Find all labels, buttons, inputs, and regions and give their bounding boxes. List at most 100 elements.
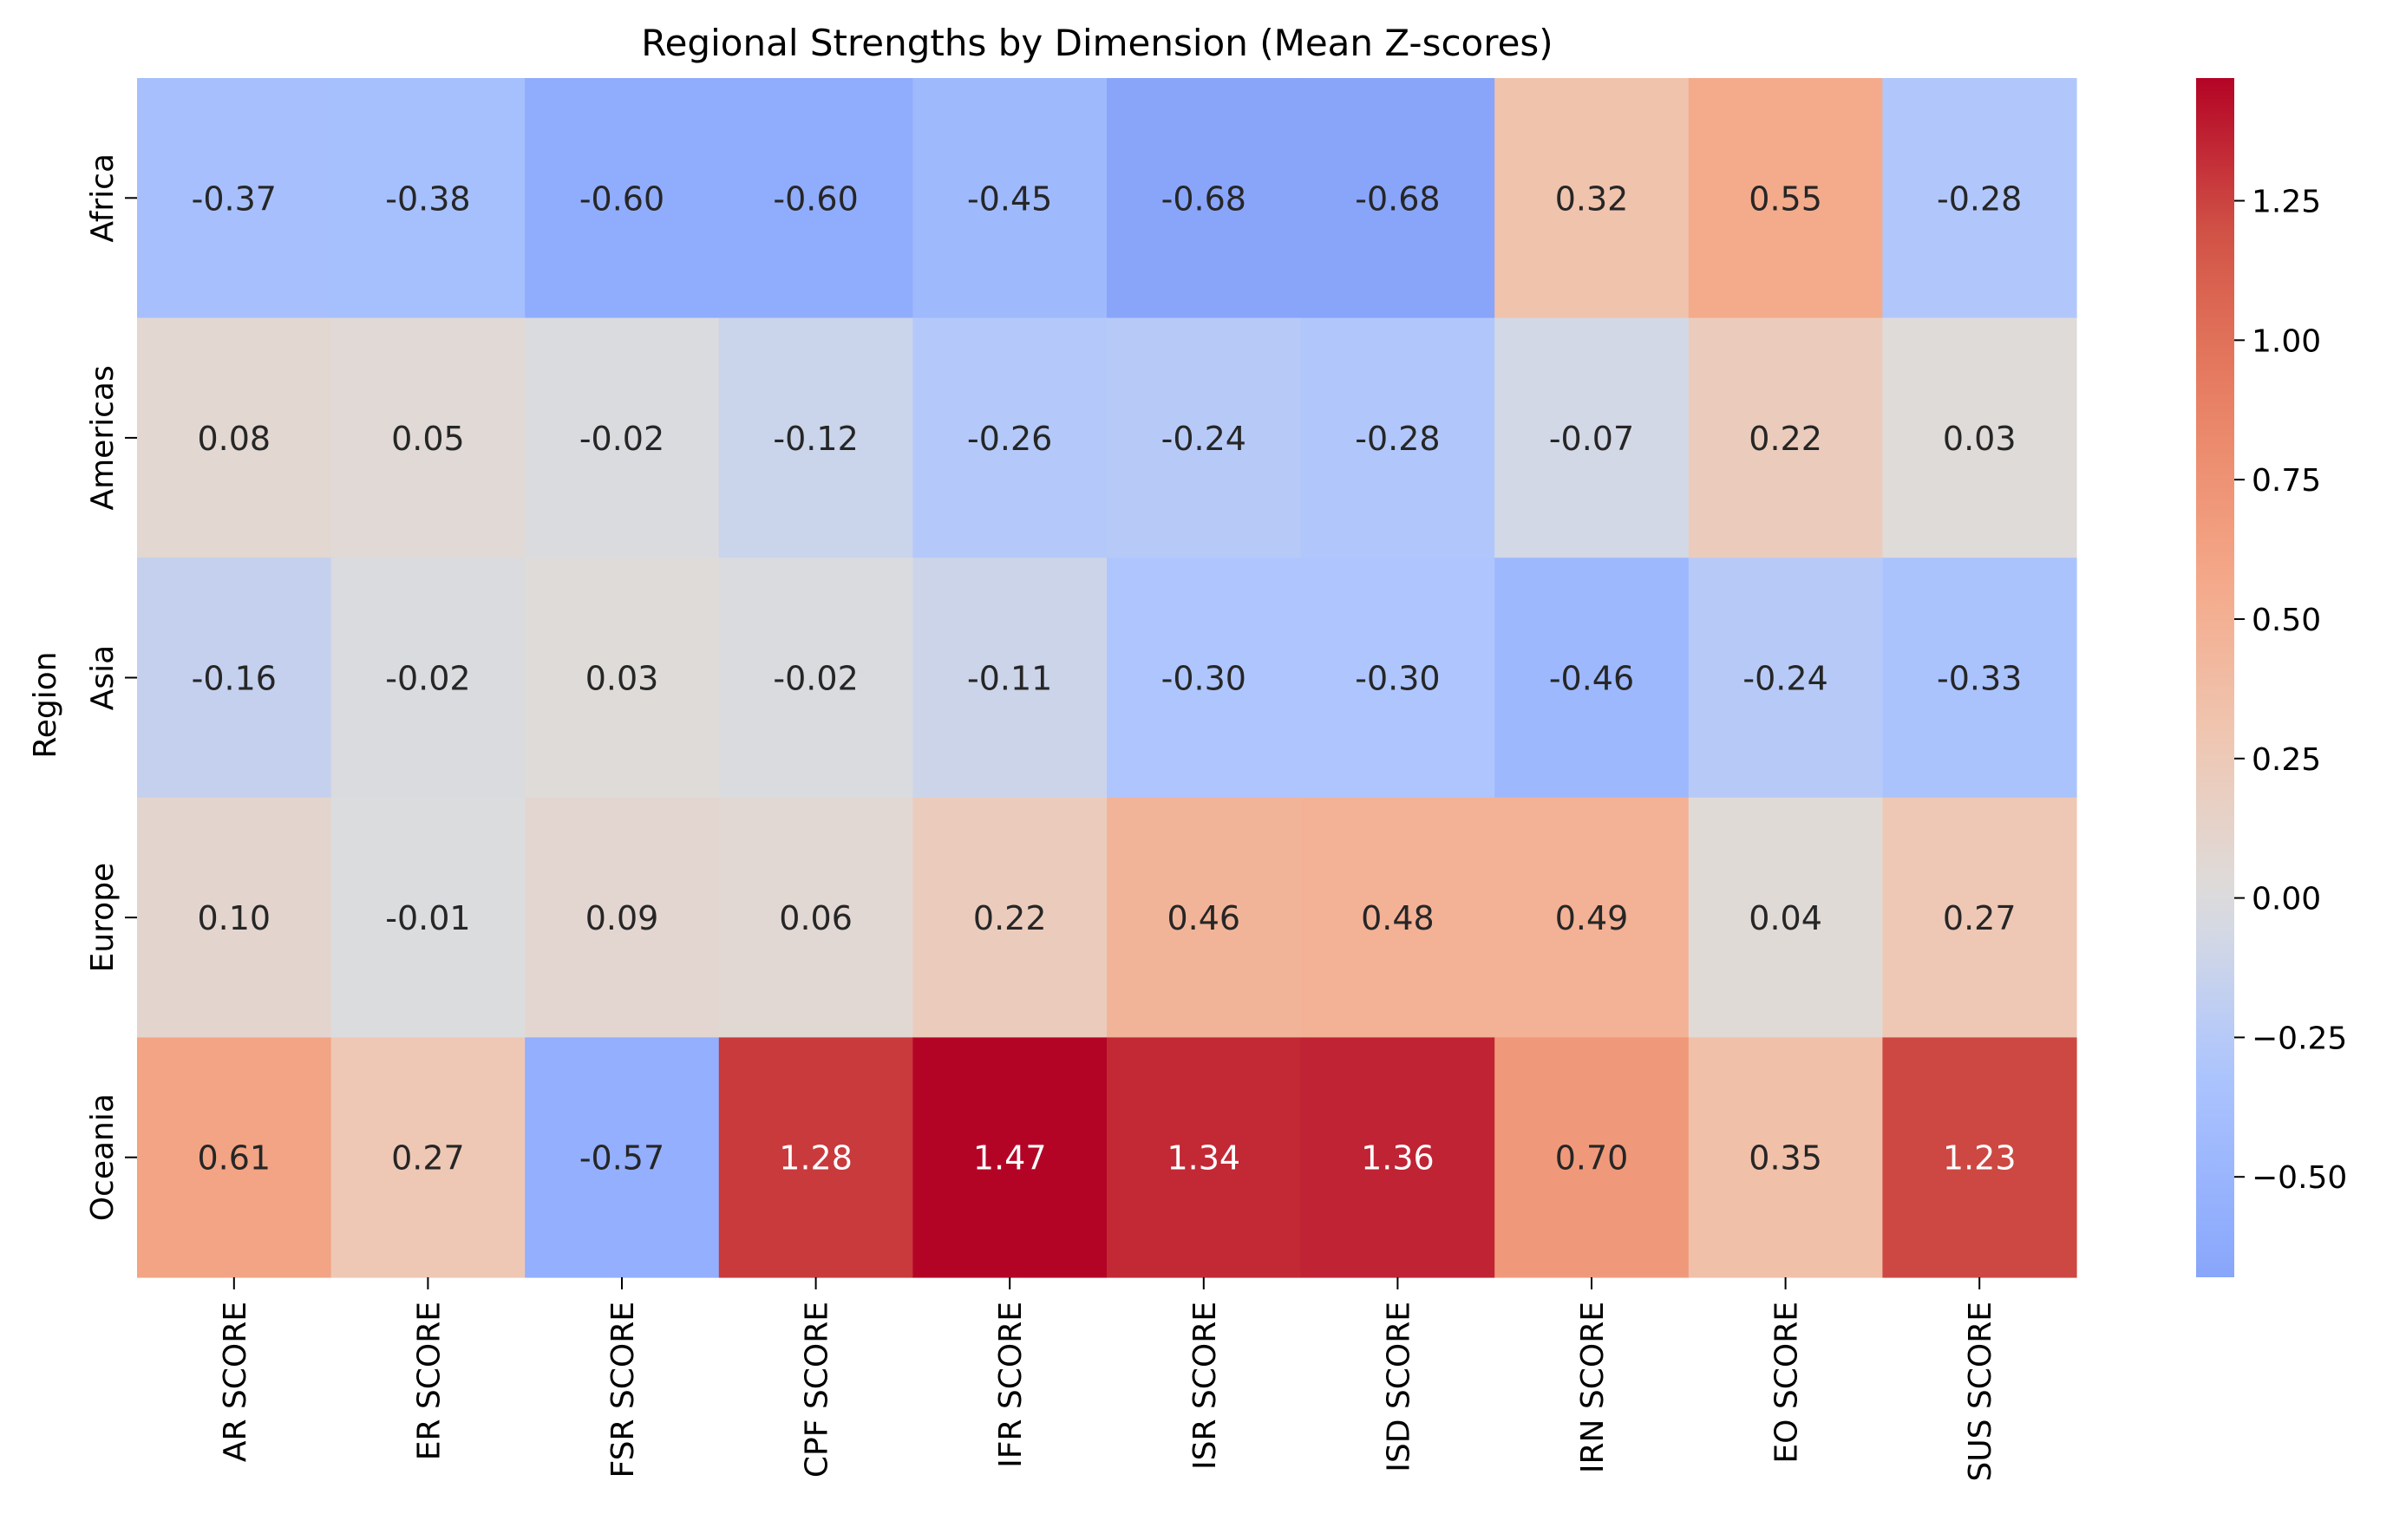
heatmap-cell-label: 0.05 xyxy=(391,420,465,458)
heatmap-cell-label: 0.22 xyxy=(1749,420,1822,458)
heatmap-cell xyxy=(1882,78,2077,319)
heatmap-cell xyxy=(1494,317,1690,558)
x-axis: AR SCORE ER SCORE FSR SCORE CPF SCORE IFR SC… xyxy=(218,1277,1998,1482)
heatmap-cell xyxy=(330,78,526,319)
heatmap-cell-label: 0.03 xyxy=(585,660,659,698)
heatmap-cell xyxy=(330,317,526,558)
heatmap-cell-label: 0.48 xyxy=(1361,899,1435,937)
heatmap-cell-label: 0.27 xyxy=(391,1139,465,1178)
heatmap-cell-label: -0.07 xyxy=(1549,420,1634,458)
heatmap-cell xyxy=(137,317,332,558)
heatmap-cell-label: 1.34 xyxy=(1167,1139,1240,1178)
colorbar: −0.50 −0.25 0.00 0.25 0.50 0.75 1.00 1.25 xyxy=(2196,78,2347,1277)
heatmap-cell-label: -0.24 xyxy=(1742,660,1827,698)
colorbar-tick-label: 0.25 xyxy=(2252,742,2321,778)
heatmap-cell-label: -0.28 xyxy=(1355,420,1440,458)
heatmap-cell-label: -0.68 xyxy=(1161,179,1246,218)
heatmap-cell-label: -0.30 xyxy=(1161,660,1246,698)
heatmap-cell xyxy=(912,317,1108,558)
heatmap-cell-label: -0.28 xyxy=(1937,179,2022,218)
heatmap-cell xyxy=(1688,78,1883,319)
heatmap-cell-label: 0.35 xyxy=(1749,1139,1822,1178)
colorbar-tick-label: 0.50 xyxy=(2252,603,2321,638)
chart-title: Regional Strengths by Dimension (Mean Z-… xyxy=(641,22,1553,64)
x-tick-label: IRN SCORE xyxy=(1575,1302,1611,1473)
heatmap-cell xyxy=(330,1037,526,1278)
heatmap-cell-label: 0.46 xyxy=(1167,899,1240,937)
x-tick-label: ISR SCORE xyxy=(1187,1302,1223,1470)
heatmap-cell xyxy=(1107,317,1302,558)
heatmap-cell-label: -0.45 xyxy=(967,179,1052,218)
heatmap-cell-label: 0.70 xyxy=(1555,1139,1629,1178)
heatmap-cell-label: -0.68 xyxy=(1355,179,1440,218)
y-tick-label: Oceania xyxy=(85,1093,121,1221)
heatmap-cell-label: 1.47 xyxy=(973,1139,1047,1178)
heatmap-cell xyxy=(525,797,720,1038)
heatmap-cell xyxy=(137,78,332,319)
heatmap-cell xyxy=(525,78,720,319)
heatmap-cell-label: 1.36 xyxy=(1361,1139,1435,1178)
x-tick-label: ER SCORE xyxy=(411,1302,447,1460)
colorbar-gradient xyxy=(2196,78,2234,1277)
colorbar-tick-label: −0.25 xyxy=(2252,1021,2347,1056)
colorbar-tick-label: 0.00 xyxy=(2252,882,2321,917)
heatmap-cell-label: 1.23 xyxy=(1943,1139,2017,1178)
heatmap-cell-label: -0.01 xyxy=(385,899,470,937)
heatmap-cell-label: -0.02 xyxy=(385,660,470,698)
heatmap-cell xyxy=(137,797,332,1038)
heatmap-cell xyxy=(1688,797,1883,1038)
heatmap-cell xyxy=(1882,797,2077,1038)
heatmap-cell xyxy=(1688,1037,1883,1278)
x-tick-label: SUS SCORE xyxy=(1963,1302,1998,1482)
y-tick-label: Americas xyxy=(85,365,121,510)
heatmap-cell-label: 0.06 xyxy=(779,899,853,937)
heatmap-cell xyxy=(1107,78,1302,319)
heatmap-cell xyxy=(1494,78,1690,319)
heatmap-cell-label: -0.26 xyxy=(967,420,1052,458)
heatmap-cell xyxy=(718,558,913,799)
heatmap-cell xyxy=(1882,558,2077,799)
y-tick-label: Europe xyxy=(85,863,121,973)
heatmap-cell xyxy=(718,1037,913,1278)
heatmap-cell xyxy=(1300,1037,1495,1278)
heatmap-cell xyxy=(1300,797,1495,1038)
heatmap-cell-label: -0.33 xyxy=(1937,660,2022,698)
heatmap-cell-label: -0.60 xyxy=(579,179,664,218)
heatmap-cell-label: 0.49 xyxy=(1555,899,1629,937)
colorbar-tick-label: 1.00 xyxy=(2252,323,2321,359)
colorbar-tick-label: −0.50 xyxy=(2252,1160,2347,1196)
heatmap-cell xyxy=(137,1037,332,1278)
heatmap-cell-label: 0.22 xyxy=(973,899,1047,937)
heatmap-cell-label: -0.02 xyxy=(773,660,858,698)
heatmap-cell xyxy=(1300,558,1495,799)
heatmap-cell-label: 1.28 xyxy=(779,1139,853,1178)
colorbar-tick-label: 0.75 xyxy=(2252,463,2321,499)
heatmap-cell xyxy=(912,558,1108,799)
heatmap-cell-label: 0.08 xyxy=(197,420,271,458)
heatmap-cell xyxy=(912,1037,1108,1278)
heatmap-cell-label: -0.60 xyxy=(773,179,858,218)
heatmap-cell xyxy=(1688,558,1883,799)
x-tick-label: ISD SCORE xyxy=(1381,1302,1416,1472)
heatmap-cell-label: 0.61 xyxy=(197,1139,271,1178)
x-tick-label: CPF SCORE xyxy=(800,1302,835,1478)
heatmap-cell-labels: -0.37 -0.38 -0.60 -0.60 -0.45 -0.68 -0.68 0.32 0… xyxy=(192,179,2023,1177)
heatmap-cell xyxy=(718,797,913,1038)
heatmap-cell xyxy=(718,317,913,558)
x-tick-label: EO SCORE xyxy=(1769,1302,1805,1464)
heatmap-cell xyxy=(525,1037,720,1278)
heatmap-cell xyxy=(330,797,526,1038)
heatmap-cell-label: -0.16 xyxy=(192,660,277,698)
heatmap-cell-label: -0.11 xyxy=(967,660,1052,698)
heatmap-cell xyxy=(1107,797,1302,1038)
heatmap-cell-label: -0.24 xyxy=(1161,420,1246,458)
y-axis-label: Region xyxy=(28,651,63,758)
heatmap-cell xyxy=(1494,797,1690,1038)
heatmap-cell xyxy=(1882,1037,2077,1278)
heatmap-cell-label: 0.55 xyxy=(1749,179,1822,218)
heatmap-cell-label: 0.27 xyxy=(1943,899,2017,937)
heatmap-cell xyxy=(525,558,720,799)
heatmap-cell xyxy=(912,78,1108,319)
heatmap-cell xyxy=(718,78,913,319)
colorbar-ticks: −0.50 −0.25 0.00 0.25 0.50 0.75 1.00 1.25 xyxy=(2234,185,2347,1196)
